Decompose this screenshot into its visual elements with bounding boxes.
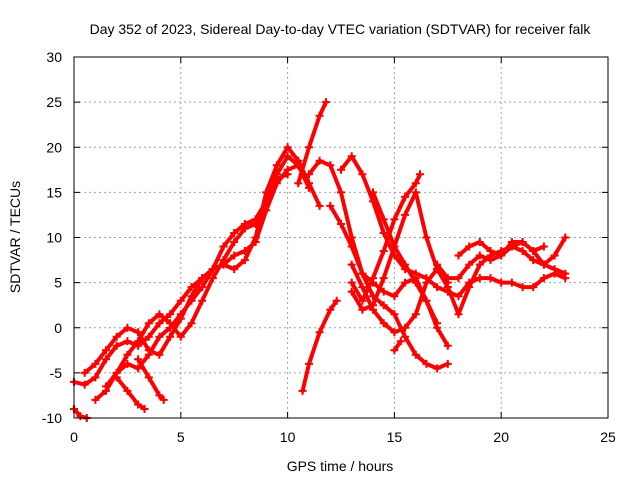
data-point-markers <box>454 238 548 260</box>
y-axis-title: SDTVAR / TECUs <box>7 181 23 293</box>
x-tick-label: 20 <box>493 429 509 445</box>
series-arc-17 <box>454 238 548 260</box>
y-tick-label: -5 <box>50 365 63 381</box>
series-line <box>349 262 450 335</box>
y-tick-label: 5 <box>54 275 62 291</box>
y-tick-label: 10 <box>46 230 62 246</box>
data-point-markers <box>102 170 292 391</box>
data-point-markers <box>305 156 452 373</box>
data-series <box>70 98 570 422</box>
grid <box>74 57 608 418</box>
y-tick-label: -10 <box>42 410 62 426</box>
data-point-markers <box>347 260 452 337</box>
data-point-markers <box>294 98 330 188</box>
series-arc-15 <box>369 188 442 328</box>
data-point-markers <box>390 337 405 355</box>
x-tick-label: 5 <box>177 429 185 445</box>
series-line <box>136 357 166 402</box>
data-point-markers <box>347 170 424 305</box>
data-point-markers <box>134 355 168 404</box>
series-line <box>392 339 403 353</box>
series-arc-14 <box>347 260 452 337</box>
series-arc-18 <box>298 296 341 395</box>
x-tick-label: 10 <box>280 429 296 445</box>
series-arc-6 <box>112 373 149 413</box>
series-line <box>114 375 147 411</box>
series-arc-8 <box>294 98 330 188</box>
x-tick-label: 15 <box>387 429 403 445</box>
y-tick-label: 30 <box>46 49 62 65</box>
data-point-markers <box>112 373 149 413</box>
series-arc-9 <box>305 156 452 373</box>
x-axis-title: GPS time / hours <box>287 458 394 474</box>
y-tick-label: 25 <box>46 94 62 110</box>
series-line <box>307 158 450 371</box>
data-point-markers <box>369 188 442 328</box>
axis-ticks: 0 5 10 15 20 25 -10 -5 0 5 10 15 20 25 30 <box>42 49 616 445</box>
y-tick-label: 0 <box>54 320 62 336</box>
series-arc-7 <box>134 355 168 404</box>
series-arc-19 <box>390 337 405 355</box>
data-point-markers <box>298 296 341 395</box>
x-tick-label: 25 <box>600 429 616 445</box>
y-tick-label: 15 <box>46 184 62 200</box>
series-arc-5 <box>102 170 292 391</box>
series-line <box>339 154 568 299</box>
series-line <box>296 100 328 186</box>
y-tick-label: 20 <box>46 139 62 155</box>
x-tick-label: 0 <box>70 429 78 445</box>
chart-title: Day 352 of 2023, Sidereal Day-to-day VTE… <box>90 21 592 37</box>
series-arc-3 <box>80 143 324 377</box>
